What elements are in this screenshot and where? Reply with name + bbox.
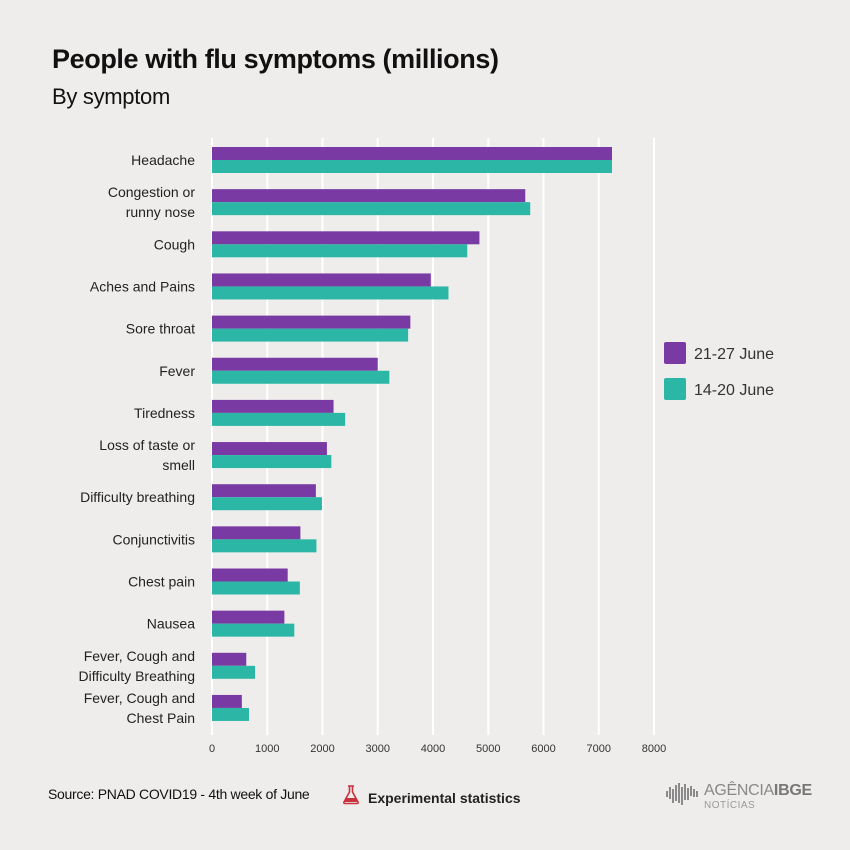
x-tick-label: 2000 [310,743,334,755]
logo-subtitle: NOTÍCIAS [704,799,756,811]
bar-series-1 [212,273,431,287]
bar-series-2 [212,286,449,300]
bar-series-1 [212,315,411,329]
legend-swatch [664,378,686,400]
bar-chart: Headache Congestion or runny nose Cough Ache… [79,138,774,755]
bar-series-2 [212,202,531,216]
logo-word-agencia: AGÊNCIA [704,781,774,799]
category-label: Conjunctivitis [113,531,195,547]
bar-series-2 [212,328,409,342]
category-label: Fever, Cough and [84,648,195,664]
legend-swatch [664,342,686,364]
category-label: Fever [159,363,195,379]
experimental-label: Experimental statistics [368,789,521,806]
ibge-logo: AGÊNCIAIBGE NOTÍCIAS [666,781,812,812]
logo-word-ibge: IBGE [773,781,812,799]
bar-series-2 [212,412,346,426]
category-label: Cough [154,236,195,252]
bar-series-2 [212,665,256,679]
category-label: Loss of taste or [99,437,195,453]
bar-series-2 [212,244,468,258]
category-label: Congestion or [108,184,196,200]
bar-series-1 [212,694,242,708]
bar-series-2 [212,539,317,553]
x-tick-label: 6000 [531,743,555,755]
chart-title: People with flu symptoms (millions) [52,44,499,74]
bar-series-1 [212,189,526,203]
bar-series-2 [212,707,250,721]
x-tick-label: 4000 [421,743,445,755]
bar-series-2 [212,623,295,637]
experimental-badge: Experimental statistics [342,785,521,810]
x-tick-label: 0 [209,743,215,755]
bar-series-2 [212,160,613,173]
category-label: Chest Pain [127,710,195,726]
bar-series-2 [212,455,332,469]
legend-label: 14-20 June [694,382,774,399]
chart-subtitle: By symptom [52,84,171,109]
category-label: Difficulty Breathing [79,668,195,684]
category-label: Chest pain [128,574,195,590]
category-label: Aches and Pains [90,278,195,294]
category-label: Nausea [147,616,195,632]
category-label: Fever, Cough and [84,690,195,706]
legend-label: 21-27 June [694,346,774,363]
category-label: Sore throat [126,321,195,337]
x-tick-label: 8000 [642,743,666,755]
x-tick-label: 5000 [476,743,500,755]
category-label: Difficulty breathing [80,489,195,505]
bar-series-1 [212,147,613,160]
x-tick-label: 3000 [366,743,390,755]
category-label: runny nose [126,204,195,220]
bar-series-1 [212,231,480,245]
x-tick-label: 7000 [587,743,611,755]
bar-series-1 [212,442,327,456]
category-label: Headache [131,152,195,168]
bar-series-1 [212,484,316,498]
bar-series-2 [212,581,300,595]
bar-series-2 [212,497,322,511]
bar-series-1 [212,610,285,624]
flask-icon [342,785,360,810]
x-tick-label: 1000 [255,743,279,755]
bar-series-1 [212,357,378,371]
bar-series-1 [212,568,288,582]
source-note: Source: PNAD COVID19 - 4th week of June [48,786,310,802]
category-label: smell [162,457,195,473]
bar-series-1 [212,652,247,666]
ibge-logo-icon [666,781,700,812]
category-label: Tiredness [134,405,195,421]
bar-series-1 [212,399,334,413]
bar-series-2 [212,370,390,384]
bar-series-1 [212,526,301,540]
